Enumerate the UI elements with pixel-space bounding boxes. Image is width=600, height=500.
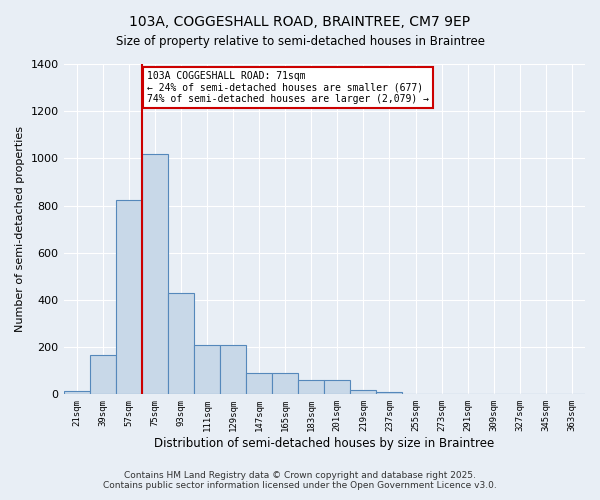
Bar (298, 380, 324, 394)
Bar (89, 356, 116, 395)
X-axis label: Distribution of semi-detached houses by size in Braintree: Distribution of semi-detached houses by … (154, 437, 494, 450)
Bar (194, 345, 220, 395)
Bar (64, 391, 89, 394)
Bar (220, 345, 246, 395)
Bar (272, 373, 298, 394)
Text: 103A COGGESHALL ROAD: 71sqm
← 24% of semi-detached houses are smaller (677)
74% : 103A COGGESHALL ROAD: 71sqm ← 24% of sem… (147, 71, 429, 104)
Bar (324, 380, 350, 394)
Bar (142, 154, 168, 394)
Y-axis label: Number of semi-detached properties: Number of semi-detached properties (15, 126, 25, 332)
Bar (168, 293, 194, 394)
Bar (350, 390, 376, 394)
Text: Size of property relative to semi-detached houses in Braintree: Size of property relative to semi-detach… (115, 35, 485, 48)
Bar (116, 200, 142, 394)
Bar (246, 373, 272, 394)
Text: 103A, COGGESHALL ROAD, BRAINTREE, CM7 9EP: 103A, COGGESHALL ROAD, BRAINTREE, CM7 9E… (130, 15, 470, 29)
Bar (376, 392, 403, 394)
Text: Contains HM Land Registry data © Crown copyright and database right 2025.
Contai: Contains HM Land Registry data © Crown c… (103, 470, 497, 490)
